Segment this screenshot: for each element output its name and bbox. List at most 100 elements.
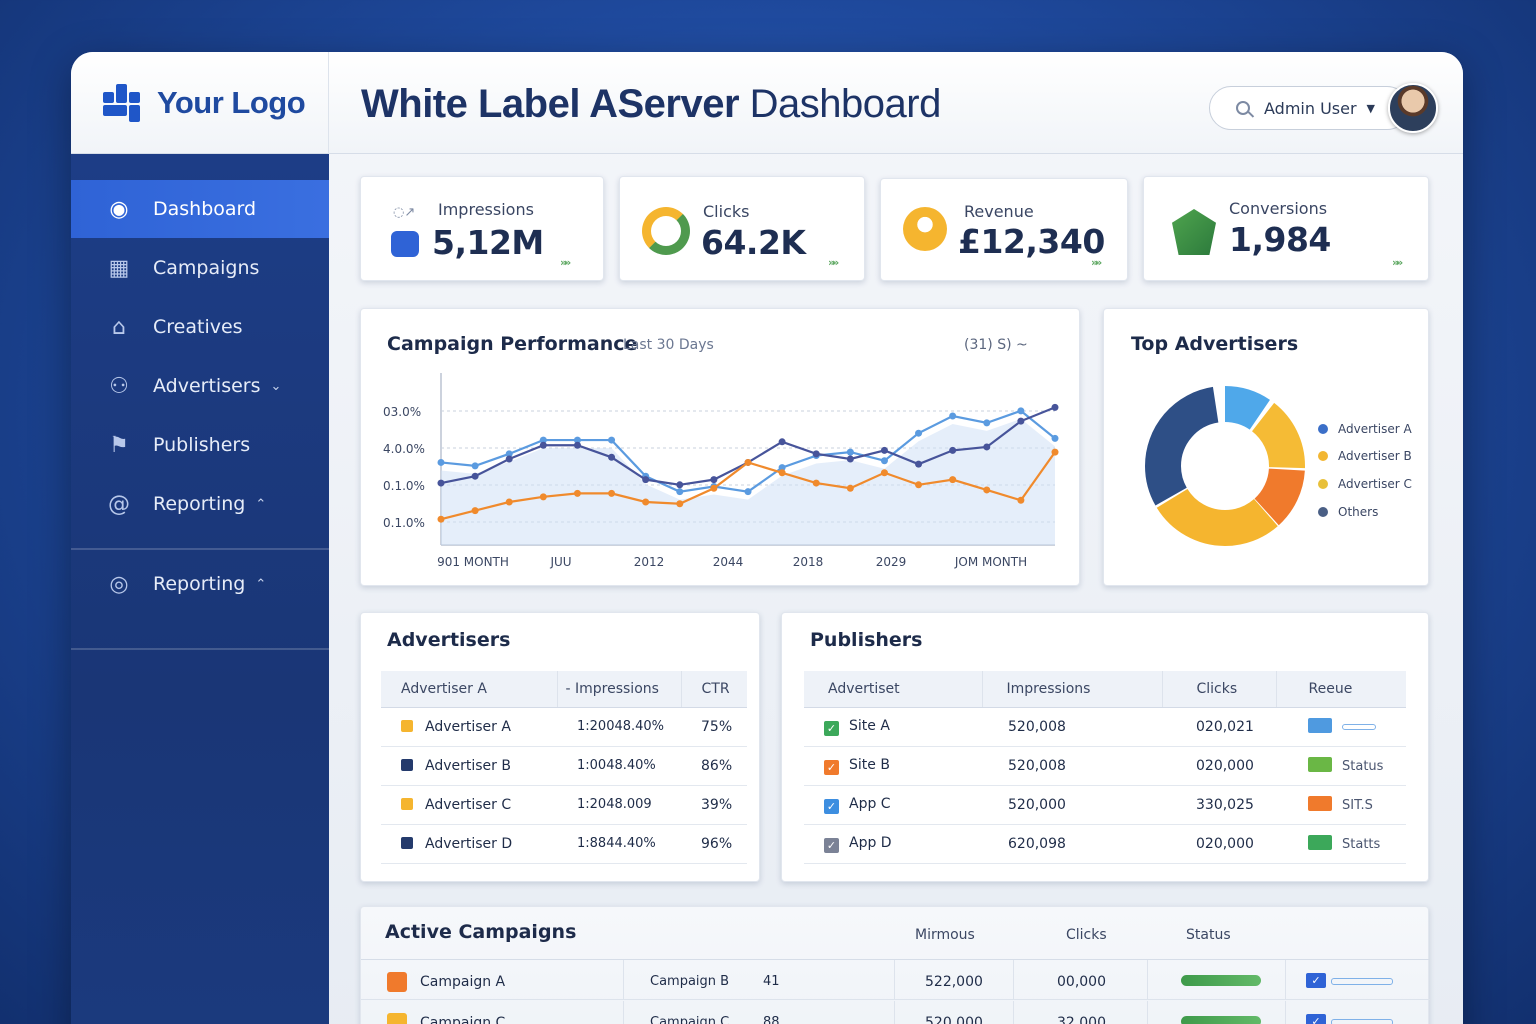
sidebar-item-label: Campaigns: [153, 257, 260, 279]
data-point: [983, 419, 991, 427]
sidebar-item-campaigns[interactable]: ▦ Campaigns: [71, 239, 329, 297]
check-icon[interactable]: ✓: [1306, 1014, 1326, 1024]
status-cell: [1276, 707, 1406, 747]
sidebar-divider: [71, 648, 329, 650]
impressions-cell: 520,008: [982, 746, 1162, 786]
legend-dot: [1318, 507, 1328, 517]
table-row[interactable]: Advertiser A 1:20048.40% 75%: [381, 707, 747, 747]
advertisers-table: Advertiser A - Impressions CTR Advertise…: [381, 671, 747, 864]
impressions-cell: 1:0048.40%: [557, 746, 681, 786]
table-row[interactable]: ✓ Site B 520,008 020,000 Status: [804, 746, 1406, 786]
col-divider: [623, 1001, 624, 1024]
publisher-name-cell: ✓ Site B: [804, 746, 982, 786]
data-point: [1017, 417, 1025, 425]
col-divider: [1013, 960, 1014, 1000]
chart-controls[interactable]: (31) S) ~: [964, 337, 1028, 353]
avatar[interactable]: [1388, 83, 1438, 133]
kpi-clicks[interactable]: Clicks 64.2K »»: [619, 176, 865, 281]
donut-slice-advertiser-c: [1145, 386, 1305, 546]
column-header[interactable]: Reeue: [1275, 671, 1406, 708]
sidebar-item-label: Creatives: [153, 316, 243, 338]
status-cell: Statts: [1276, 824, 1406, 864]
data-point: [846, 484, 854, 492]
status-text: Statts: [1342, 837, 1381, 852]
data-point: [642, 498, 650, 506]
kpi-impressions[interactable]: ◌↗ Impressions 5,12M »»: [360, 176, 604, 281]
check-icon[interactable]: ✓: [1306, 973, 1326, 988]
table-row[interactable]: Advertiser B 1:0048.40% 86%: [381, 746, 747, 786]
sidebar-item-advertisers[interactable]: ⚇ Advertisers ⌄: [71, 357, 329, 415]
data-point: [437, 515, 445, 523]
legend-item: Advertiser C: [1318, 477, 1412, 491]
column-header[interactable]: Mirmous: [915, 927, 975, 943]
card-title: Publishers: [810, 629, 923, 651]
advertiser-name: Advertiser A: [425, 718, 511, 735]
legend-label: Others: [1338, 505, 1379, 519]
column-header[interactable]: Impressions: [981, 671, 1162, 708]
kpi-value: £12,340: [958, 222, 1105, 261]
table-row[interactable]: ✓ App C 520,000 330,025 SIT.S: [804, 785, 1406, 825]
column-header[interactable]: Advertiser A: [381, 671, 557, 708]
table-header-row: Advertiser A - Impressions CTR: [381, 671, 747, 708]
table-row[interactable]: ✓ Site A 520,008 020,021: [804, 707, 1406, 747]
top-bar: Your Logo White Label AServer Dashboard …: [71, 52, 1463, 154]
data-point: [710, 476, 718, 484]
at-icon: @: [108, 491, 130, 517]
trend-up-icon: »»: [560, 256, 571, 269]
ctr-cell: 75%: [681, 707, 747, 747]
sidebar-item-reporting[interactable]: @ Reporting ⌃: [71, 475, 329, 533]
x-tick-label: 901 MONTH: [437, 555, 509, 569]
data-point: [880, 446, 888, 454]
user-menu[interactable]: Admin User ▼: [1209, 86, 1409, 130]
clicks-cell: 330,025: [1162, 785, 1276, 825]
color-swatch: [401, 836, 413, 849]
data-point: [880, 469, 888, 477]
impressions-icon: [391, 231, 419, 257]
data-point: [676, 500, 684, 508]
status-bar: [1342, 724, 1376, 730]
sidebar-item-publishers[interactable]: ⚑ Publishers: [71, 416, 329, 474]
data-point: [915, 460, 923, 468]
data-point: [471, 462, 479, 470]
table-header-row: Advertiset Impressions Clicks Reeue: [804, 671, 1406, 708]
table-row[interactable]: Advertiser D 1:8844.40% 96%: [381, 824, 747, 864]
status-badge: [1308, 835, 1332, 850]
check-icon[interactable]: ✓: [824, 720, 839, 736]
sidebar-item-reporting-2[interactable]: ◎ Reporting ⌃: [71, 555, 329, 613]
logo-text: Your Logo: [157, 85, 306, 120]
impressions-cell: 1:8844.40%: [557, 824, 681, 864]
data-point: [608, 453, 616, 461]
column-header[interactable]: - Impressions: [556, 671, 681, 708]
ctr-cell: 86%: [681, 746, 747, 786]
table-row[interactable]: ✓ App D 620,098 020,000 Statts: [804, 824, 1406, 864]
col-divider: [894, 1001, 895, 1024]
column-header[interactable]: Clicks: [1161, 671, 1276, 708]
sidebar-item-label: Reporting: [153, 493, 246, 515]
logo[interactable]: Your Logo: [71, 52, 329, 154]
top-advertisers-donut: [1145, 386, 1305, 546]
data-point: [437, 458, 445, 466]
data-point: [437, 479, 445, 487]
kpi-revenue[interactable]: Revenue £12,340 »»: [880, 178, 1128, 281]
column-header[interactable]: Advertiset: [804, 671, 982, 708]
sidebar-item-creatives[interactable]: ⌂ Creatives: [71, 298, 329, 356]
status-badge: [1308, 796, 1332, 811]
column-header[interactable]: Clicks: [1066, 927, 1107, 943]
column-header[interactable]: Status: [1186, 927, 1231, 943]
check-icon[interactable]: ✓: [824, 837, 839, 853]
kpi-conversions[interactable]: Conversions 1,984 »»: [1143, 176, 1429, 281]
x-tick-label: JUU: [549, 555, 571, 569]
clicks-cell: 00,000: [1057, 974, 1106, 990]
status-badge: [1308, 757, 1332, 772]
check-icon[interactable]: ✓: [824, 759, 839, 775]
table-row[interactable]: Campaign A Campaign B 41 522,000 00,000 …: [361, 960, 1430, 1000]
data-point: [812, 450, 820, 458]
column-header[interactable]: CTR: [680, 671, 747, 708]
impressions-cell: 620,098: [982, 824, 1162, 864]
check-icon[interactable]: ✓: [824, 798, 839, 814]
legend-item: Advertiser B: [1318, 449, 1412, 463]
sidebar-item-dashboard[interactable]: ◉ Dashboard: [71, 180, 329, 238]
table-row[interactable]: Advertiser C 1:2048.009 39%: [381, 785, 747, 825]
table-row[interactable]: Campaign C Campaign C 88 520,000 32,000 …: [361, 1001, 1430, 1024]
data-point: [539, 436, 547, 444]
